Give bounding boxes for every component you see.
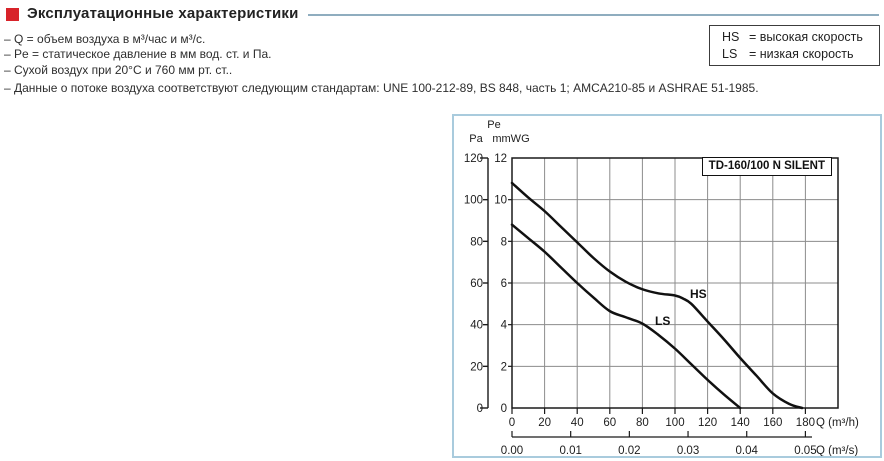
legend-code-ls: LS bbox=[722, 46, 738, 61]
svg-text:140: 140 bbox=[731, 417, 750, 429]
svg-text:40: 40 bbox=[470, 320, 483, 332]
svg-text:4: 4 bbox=[501, 320, 508, 332]
svg-text:0: 0 bbox=[501, 403, 507, 415]
svg-text:0.05: 0.05 bbox=[794, 445, 816, 456]
svg-text:0.00: 0.00 bbox=[501, 445, 523, 456]
note-line-dry-air: – Сухой воздух при 20°C и 760 мм рт. ст.… bbox=[4, 62, 233, 77]
svg-text:0.03: 0.03 bbox=[677, 445, 699, 456]
legend-code-hs: HS bbox=[722, 29, 740, 44]
svg-text:80: 80 bbox=[636, 417, 649, 429]
chart-title-box: TD-160/100 N SILENT bbox=[701, 157, 832, 176]
svg-text:0: 0 bbox=[477, 403, 483, 415]
section-rule bbox=[307, 13, 879, 16]
svg-text:0.02: 0.02 bbox=[618, 445, 640, 456]
note-line-pe: – Pe = статическое давление в мм вод. ст… bbox=[4, 47, 272, 62]
svg-text:60: 60 bbox=[603, 417, 616, 429]
svg-text:10: 10 bbox=[494, 195, 507, 207]
note-line-q: – Q = объем воздуха в м³/час и м³/с. bbox=[4, 32, 206, 46]
svg-text:20: 20 bbox=[470, 361, 483, 373]
svg-text:6: 6 bbox=[501, 278, 507, 290]
svg-text:100: 100 bbox=[665, 417, 684, 429]
svg-text:Q (m³/h): Q (m³/h) bbox=[816, 417, 859, 429]
svg-text:160: 160 bbox=[763, 417, 782, 429]
svg-text:0.04: 0.04 bbox=[736, 445, 759, 456]
section-bullet-icon bbox=[6, 7, 19, 21]
note-line-standards: – Данные о потоке воздуха соответствуют … bbox=[4, 81, 759, 96]
legend-row-hs: HS = высокая скорость bbox=[722, 29, 879, 46]
svg-text:8: 8 bbox=[501, 236, 507, 248]
speed-legend-box: HS = высокая скорость LS = низкая скорость bbox=[709, 25, 880, 66]
svg-text:80: 80 bbox=[470, 236, 483, 248]
svg-text:0: 0 bbox=[509, 417, 515, 429]
svg-text:0.01: 0.01 bbox=[559, 445, 581, 456]
svg-text:2: 2 bbox=[501, 361, 507, 373]
legend-row-ls: LS = низкая скорость bbox=[722, 46, 879, 63]
svg-text:60: 60 bbox=[470, 278, 483, 290]
notes-list: – Q = объем воздуха в м³/час и м³/с. – P… bbox=[4, 32, 759, 97]
svg-text:12: 12 bbox=[494, 153, 507, 165]
section-header: Эксплуатационные характеристики bbox=[6, 5, 879, 22]
svg-text:180: 180 bbox=[796, 417, 815, 429]
legend-desc-ls: = низкая скорость bbox=[749, 46, 854, 61]
section-title: Эксплуатационные характеристики bbox=[27, 5, 299, 22]
performance-chart-container: 120 100 80 60 40 20 0 12 10 8 6 4 2 0 Pe Pa mmWG 0 20 40 60 8… bbox=[452, 114, 882, 458]
svg-text:20: 20 bbox=[538, 417, 551, 429]
svg-text:100: 100 bbox=[464, 195, 483, 207]
svg-text:40: 40 bbox=[571, 417, 584, 429]
svg-text:LS: LS bbox=[655, 314, 670, 328]
svg-text:Q (m³/s): Q (m³/s) bbox=[816, 445, 858, 456]
svg-text:Pa: Pa bbox=[469, 133, 483, 145]
svg-text:120: 120 bbox=[464, 153, 483, 165]
svg-text:Pe: Pe bbox=[487, 119, 500, 131]
legend-desc-hs: = высокая скорость bbox=[749, 29, 863, 44]
svg-text:mmWG: mmWG bbox=[492, 133, 529, 145]
svg-text:HS: HS bbox=[690, 287, 707, 301]
svg-text:120: 120 bbox=[698, 417, 717, 429]
